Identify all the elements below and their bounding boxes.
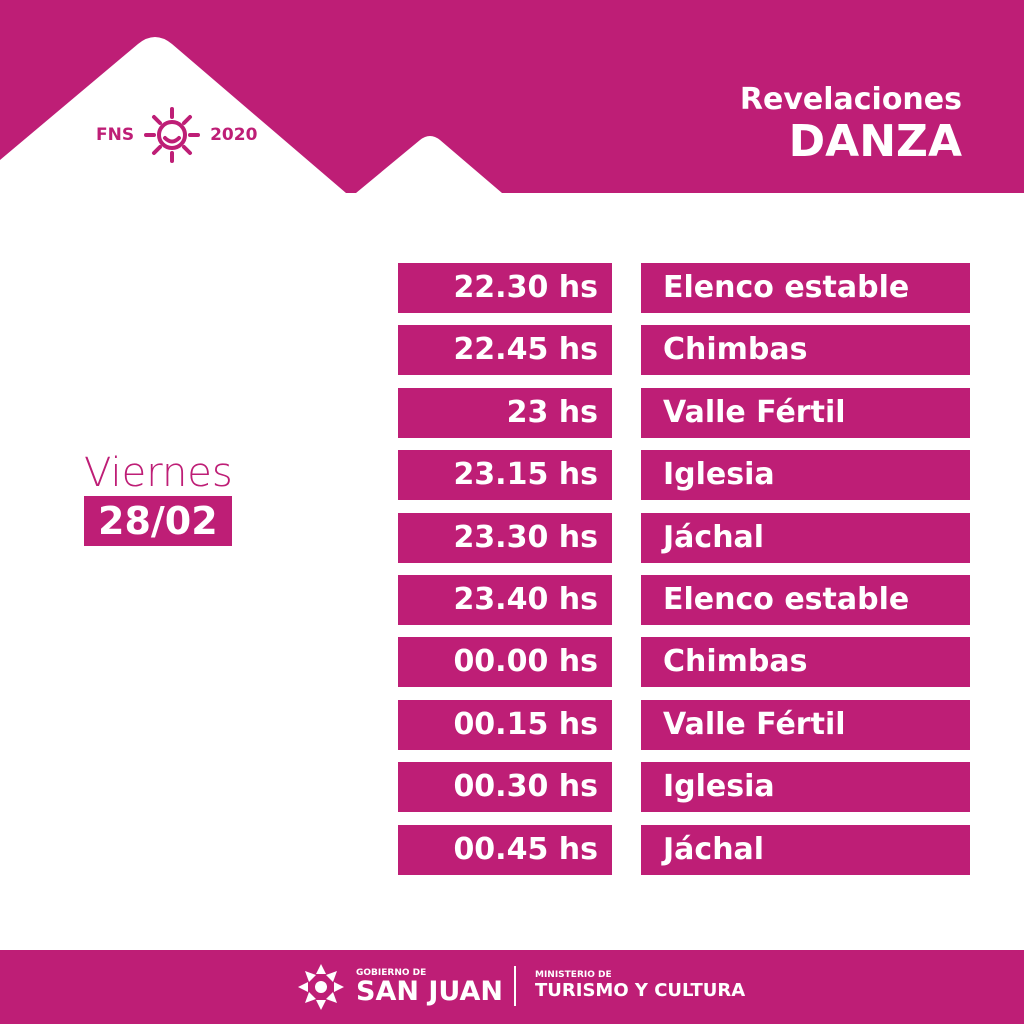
- schedule-group: Jáchal: [641, 824, 970, 875]
- schedule-time: 00.00 hs: [398, 637, 612, 688]
- schedule-time: 00.30 hs: [398, 762, 612, 813]
- schedule-time: 23.15 hs: [398, 450, 612, 501]
- schedule-row: 22.45 hs Chimbas: [398, 325, 970, 376]
- gov-small-text: GOBIERNO DE: [356, 968, 427, 978]
- schedule-group: Elenco estable: [641, 575, 970, 625]
- sun-face-icon: [144, 107, 201, 163]
- logo-text-left: FNS: [96, 125, 135, 145]
- schedule-row: 23.30 hs Jáchal: [398, 512, 970, 563]
- day-name: Viernes: [84, 450, 233, 496]
- schedule-time: 23.30 hs: [398, 512, 612, 563]
- schedule-time: 00.45 hs: [398, 824, 612, 875]
- schedule-group: Valle Fértil: [641, 387, 970, 438]
- schedule-group: Chimbas: [641, 325, 970, 376]
- schedule-group: Valle Fértil: [641, 699, 970, 750]
- fns-2020-logo: FNS 2020: [96, 105, 257, 165]
- ministry-small-text: MINISTERIO DE: [535, 970, 612, 980]
- schedule-time: 23 hs: [398, 387, 612, 438]
- schedule-row: 00.15 hs Valle Fértil: [398, 699, 970, 750]
- schedule-time: 00.15 hs: [398, 699, 612, 750]
- schedule-time: 23.40 hs: [398, 575, 612, 625]
- schedule-time: 22.45 hs: [398, 325, 612, 376]
- gov-big-text: SAN JUAN: [356, 976, 503, 1007]
- ministry-logo: MINISTERIO DE TURISMO Y CULTURA: [535, 970, 745, 1002]
- schedule-row: 00.45 hs Jáchal: [398, 824, 970, 875]
- title-line-1: Revelaciones: [739, 82, 962, 117]
- footer-divider: [514, 966, 516, 1006]
- schedule-row: 00.00 hs Chimbas: [398, 637, 970, 688]
- day-label: Viernes 28/02: [84, 450, 233, 546]
- schedule-row: 23 hs Valle Fértil: [398, 387, 970, 438]
- title-line-2: DANZA: [788, 116, 962, 167]
- schedule-row: 00.30 hs Iglesia: [398, 762, 970, 813]
- schedule-group: Elenco estable: [641, 263, 970, 313]
- schedule-group: Jáchal: [641, 512, 970, 563]
- schedule-time: 22.30 hs: [398, 263, 612, 313]
- footer: GOBIERNO DE SAN JUAN MINISTERIO DE TURIS…: [0, 950, 1024, 1024]
- logo-text-right: 2020: [210, 125, 258, 145]
- schedule-row: 23.15 hs Iglesia: [398, 450, 970, 501]
- schedule-group: Iglesia: [641, 762, 970, 813]
- schedule-group: Iglesia: [641, 450, 970, 501]
- schedule-row: 22.30 hs Elenco estable: [398, 263, 970, 313]
- day-date: 28/02: [84, 496, 232, 546]
- event-title: Revelaciones DANZA: [740, 82, 962, 166]
- schedule-row: 23.40 hs Elenco estable: [398, 575, 970, 625]
- san-juan-sun-icon: [298, 964, 344, 1010]
- san-juan-logo: GOBIERNO DE SAN JUAN: [296, 962, 503, 1012]
- schedule-group: Chimbas: [641, 637, 970, 688]
- ministry-big-text: TURISMO Y CULTURA: [535, 980, 746, 1001]
